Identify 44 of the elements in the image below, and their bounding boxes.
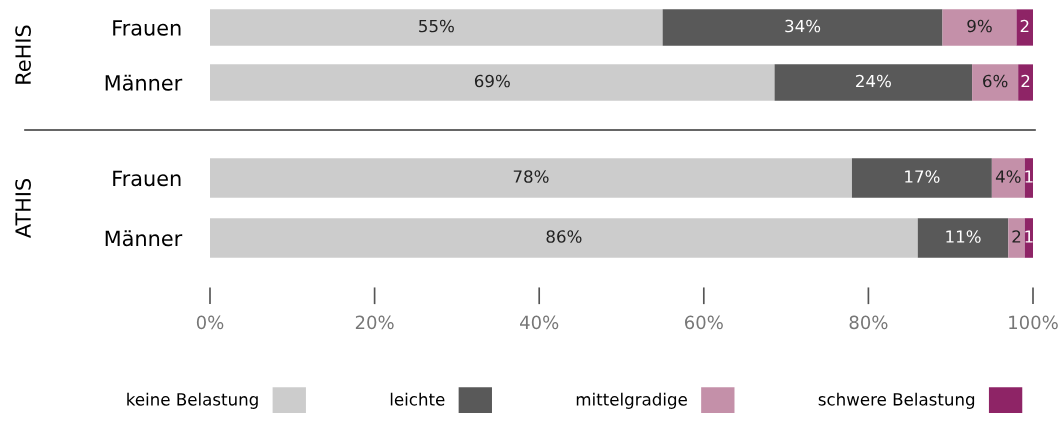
bar <box>210 64 775 101</box>
x-tick-label: 0% <box>196 315 224 330</box>
y-axis-title: ReHIS <box>15 25 31 84</box>
bar <box>210 9 663 46</box>
data-label: 2 <box>1021 74 1030 88</box>
x-tick-label: 80% <box>849 315 888 330</box>
data-label: 86% <box>546 230 582 243</box>
data-label: 2 <box>1012 230 1021 243</box>
data-label: 6% <box>983 74 1008 88</box>
x-tick-label: 40% <box>520 315 559 330</box>
data-label: 2 <box>1020 19 1029 33</box>
legend-label: schwere Belastung <box>818 392 975 409</box>
bar <box>942 9 1017 46</box>
data-label: 11% <box>946 230 981 243</box>
x-tick-label: 100% <box>1009 315 1058 330</box>
y-tick-label: Männer <box>105 74 183 91</box>
data-label: 1 <box>1025 170 1033 183</box>
legend-label: mittelgradige <box>576 392 687 409</box>
data-label: 78% <box>513 170 549 183</box>
data-label: 9% <box>967 19 992 33</box>
data-label: 17% <box>905 170 940 183</box>
data-label: 4% <box>995 170 1021 183</box>
bar <box>917 218 1009 258</box>
y-tick-label: Frauen <box>113 20 181 36</box>
bar <box>991 158 1025 198</box>
data-label: 55% <box>419 19 454 33</box>
legend-label: keine Belastung <box>127 392 258 409</box>
data-label: 24% <box>856 74 891 88</box>
bar <box>851 158 992 198</box>
legend-label: leichte <box>390 392 445 406</box>
data-label: 1 <box>1025 230 1033 243</box>
x-tick-label: 20% <box>355 315 394 330</box>
y-axis-title: ATHIS <box>15 178 31 239</box>
y-tick-label: Männer <box>105 230 183 247</box>
bar <box>1018 64 1033 101</box>
bar <box>1016 9 1033 46</box>
x-tick-label: 60% <box>685 315 723 330</box>
data-label: 34% <box>785 19 821 33</box>
bar <box>662 9 943 46</box>
y-tick-label: Frauen <box>113 170 181 187</box>
bar <box>972 64 1019 101</box>
data-label: 69% <box>474 74 510 88</box>
bar <box>1008 218 1025 258</box>
bar <box>774 64 973 101</box>
